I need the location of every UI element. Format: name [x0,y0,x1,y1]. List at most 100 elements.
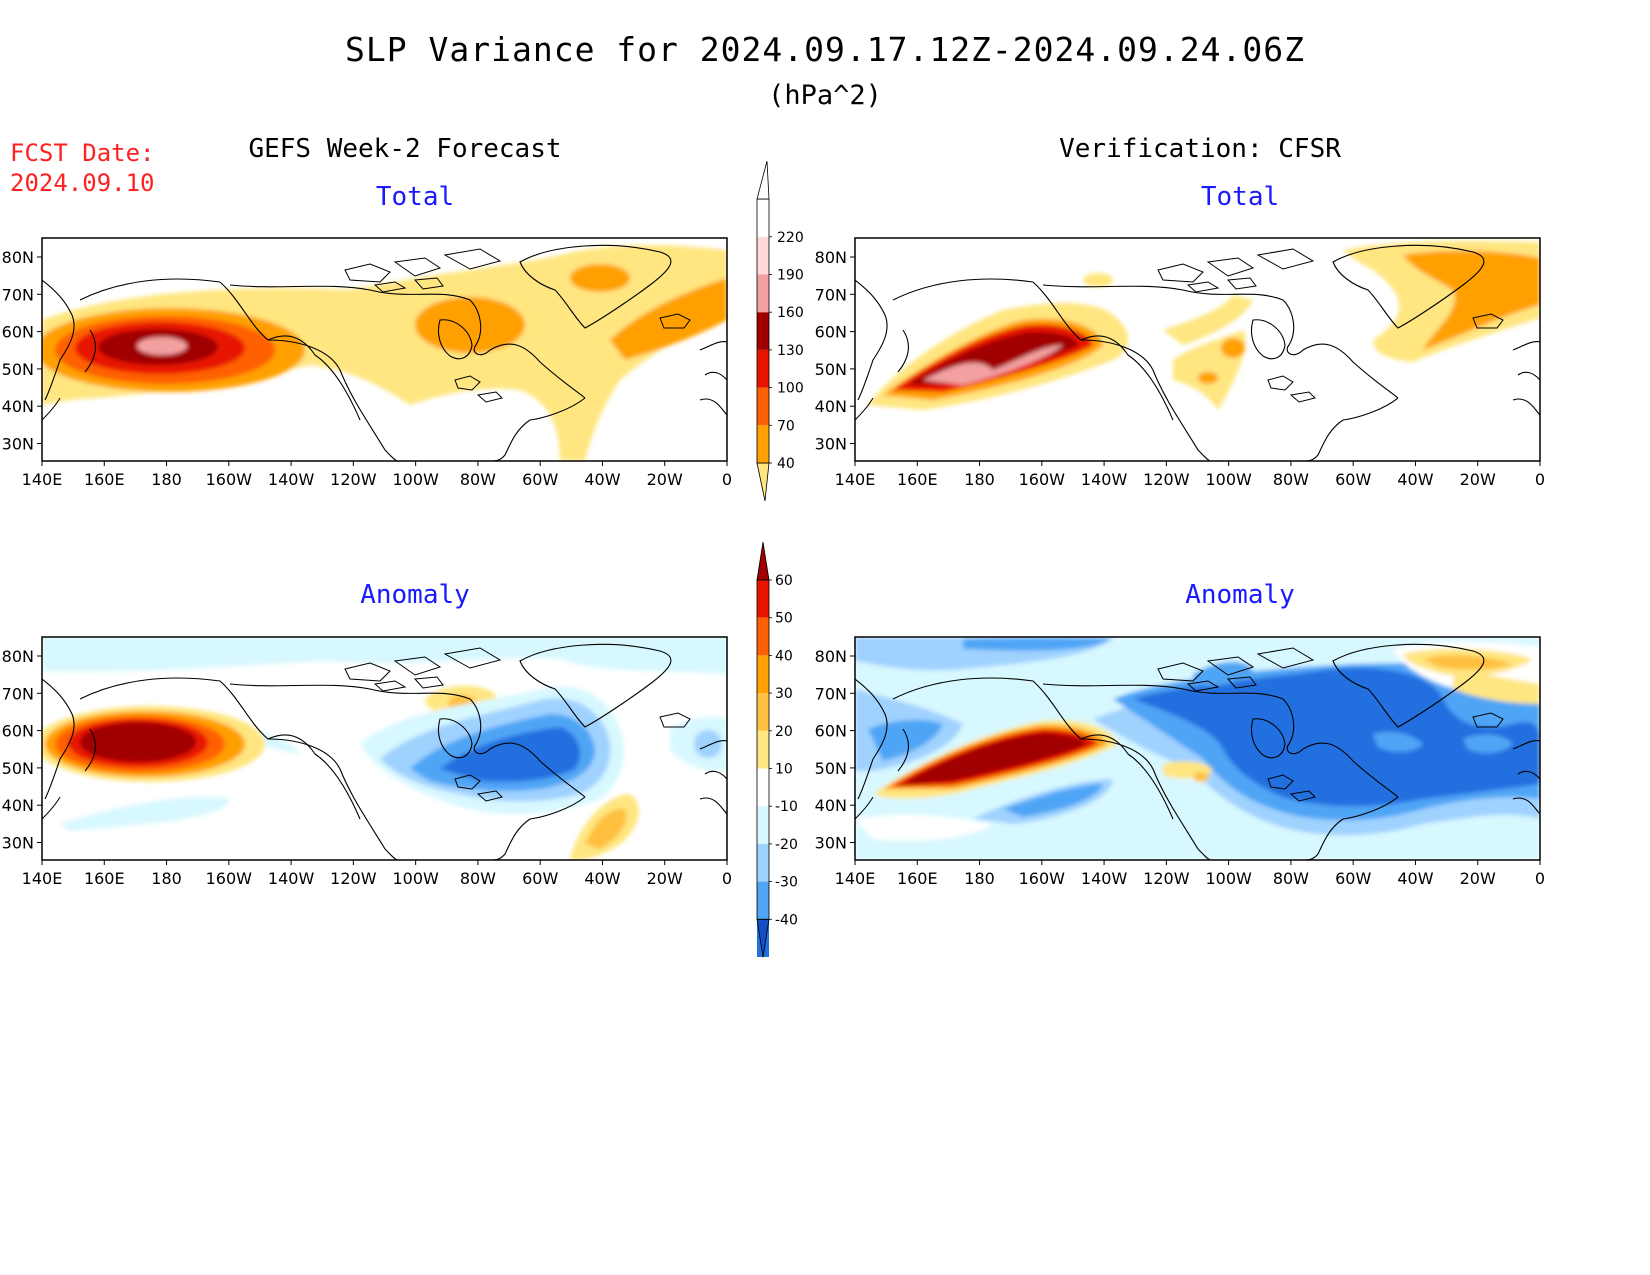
lat-tick-label: 50N [2,759,34,778]
lon-tick-label: 60W [1335,470,1371,489]
colorbar-segment [757,730,769,769]
lat-tick-label: 60N [2,722,34,741]
colorbar-segment [756,160,770,200]
lon-tick-label: 140E [22,470,63,489]
lon-tick-label: 160E [84,869,125,888]
lat-tick-label: 30N [815,435,847,454]
colorbar-anomaly: 60 50 40 30 20 10 -10 -20 -30 -40 [756,541,798,958]
lon-tick-label: 80W [1273,470,1309,489]
colorbar-segment [757,617,769,656]
lat-tick-label: 60N [815,722,847,741]
map-forecast-total [41,237,728,462]
colorbar-label: 40 [777,456,795,472]
map-frame [41,237,728,462]
colorbar-label: -20 [775,837,798,853]
colorbar-label: -10 [775,799,798,815]
units-label: (hPa^2) [768,80,882,111]
lon-tick-label: 20W [1460,470,1496,489]
panel-title-forecast-anomaly: Anomaly [360,580,470,610]
map-frame [41,636,728,861]
colorbar-segment [757,349,769,388]
lon-tick-label: 100W [1205,869,1252,888]
left-column-title: GEFS Week-2 Forecast [248,134,562,164]
colorbar-label: 70 [777,418,795,434]
lat-tick-label: 60N [2,323,34,342]
map-frame [854,636,1541,861]
panel-title-verification-anomaly: Anomaly [1185,580,1295,610]
lon-tick-label: 140W [268,470,315,489]
lon-tick-label: 180 [151,869,182,888]
lon-tick-label: 140W [1081,470,1128,489]
lon-tick-label: 100W [392,869,439,888]
lon-tick-label: 40W [584,869,620,888]
lon-tick-label: 40W [1397,869,1433,888]
colorbar-segment [757,806,769,844]
lon-tick-label: 20W [647,869,683,888]
map-verification-total [854,237,1541,462]
colorbar-segment [757,312,769,350]
forecast-date-value: 2024.09.10 [10,169,155,197]
lat-tick-label: 40N [815,796,847,815]
colorbar-label: 10 [775,762,793,778]
lon-tick-label: 60W [1335,869,1371,888]
lon-tick-label: 160W [1019,869,1066,888]
lat-tick-label: 70N [815,285,847,304]
lon-tick-label: 120W [1143,869,1190,888]
lat-tick-label: 80N [2,248,34,267]
lat-tick-label: 50N [815,360,847,379]
lat-tick-label: 80N [815,248,847,267]
lon-tick-label: 80W [460,869,496,888]
panel-title-forecast-total: Total [375,182,455,212]
lat-tick-label: 30N [2,834,34,853]
lon-tick-label: 160E [84,470,125,489]
colorbar-segment [757,881,769,920]
colorbar-total: 40 70 100 130 160 190 220 [756,160,804,502]
colorbar-label: -30 [775,875,798,891]
colorbar-label: 30 [775,686,793,702]
lat-tick-label: 70N [2,684,34,703]
lon-tick-label: 100W [1205,470,1252,489]
lon-tick-label: 80W [460,470,496,489]
lon-tick-label: 180 [964,869,995,888]
panel-title-verification-total: Total [1200,182,1280,212]
colorbar-label: 50 [775,611,793,627]
lon-tick-label: 160W [1019,470,1066,489]
lon-tick-label: 140W [268,869,315,888]
lon-tick-label: 80W [1273,869,1309,888]
colorbar-segment [757,236,769,275]
colorbar-segment [757,580,769,618]
colorbar-label: 20 [775,724,793,740]
lon-tick-label: 140E [835,869,876,888]
lat-tick-label: 40N [2,397,34,416]
colorbar-label: 100 [777,381,804,397]
lat-tick-label: 40N [2,796,34,815]
lat-tick-label: 50N [815,759,847,778]
lon-tick-label: 120W [1143,470,1190,489]
forecast-date-label: FCST Date: [10,139,155,167]
lon-tick-label: 180 [964,470,995,489]
colorbar-segment [757,274,769,313]
map-verification-anomaly [854,636,1541,861]
lon-tick-label: 160E [897,470,938,489]
lat-tick-label: 70N [2,285,34,304]
map-frame [854,237,1541,462]
lon-tick-label: 160W [206,470,253,489]
colorbar-label: 190 [777,268,804,284]
lon-tick-label: 40W [584,470,620,489]
colorbar-segment [756,541,770,581]
main-title: SLP Variance for 2024.09.17.12Z-2024.09.… [345,30,1305,69]
colorbar-label: 160 [777,305,804,321]
colorbar-label: 130 [777,343,804,359]
lat-tick-label: 50N [2,360,34,379]
lat-tick-label: 80N [815,647,847,666]
lon-tick-label: 0 [722,869,732,888]
lat-tick-label: 30N [2,435,34,454]
lon-tick-label: 60W [522,869,558,888]
lon-tick-label: 160E [897,869,938,888]
lon-tick-label: 40W [1397,470,1433,489]
lat-tick-label: 40N [815,397,847,416]
lon-tick-label: 0 [1535,470,1545,489]
axis-ticks: 140E 160E 180 160W 140W 120W 100W 80W 60W 40W 20W 0… [2,248,1545,888]
lon-tick-label: 20W [647,470,683,489]
